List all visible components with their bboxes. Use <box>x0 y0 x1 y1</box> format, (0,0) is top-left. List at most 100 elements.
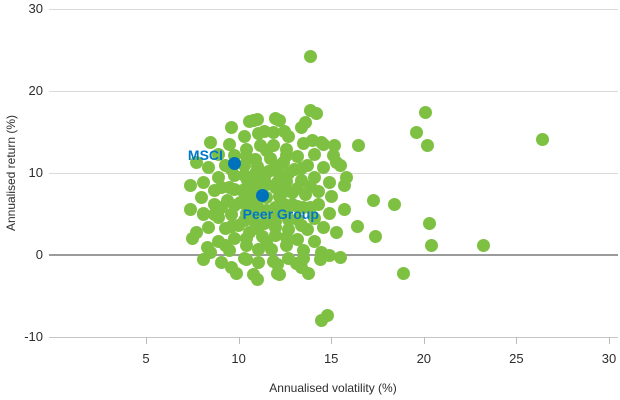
fund-dot <box>185 232 199 246</box>
peer-group-dot <box>256 188 270 202</box>
fund-dot <box>421 138 434 152</box>
fund-dot <box>243 114 257 128</box>
fund-dot <box>333 159 347 173</box>
fund-dot <box>219 238 233 252</box>
fund-dot <box>252 242 266 256</box>
fund-dot <box>228 232 242 246</box>
fund-dot <box>215 255 229 269</box>
fund-dot <box>317 221 331 235</box>
fund-dot <box>424 239 438 253</box>
gridline <box>49 336 618 338</box>
fund-dot <box>224 121 238 135</box>
x-tick-mark <box>331 337 333 344</box>
fund-dot <box>317 137 331 151</box>
x-tick-mark <box>238 337 240 344</box>
fund-dot <box>387 198 401 212</box>
fund-dot <box>195 191 209 205</box>
y-tick-label: 10 <box>28 165 43 180</box>
fund-dot <box>280 239 294 253</box>
fund-dot <box>183 203 197 217</box>
x-tick-mark <box>609 337 610 344</box>
x-tick-mark <box>516 337 518 344</box>
fund-dot <box>308 211 322 225</box>
x-tick-label: 5 <box>142 351 150 366</box>
fund-dot <box>280 142 294 156</box>
fund-dot <box>322 175 336 189</box>
y-axis-title: Annualised return (%) <box>4 114 18 232</box>
fund-dot <box>476 238 490 252</box>
fund-dot <box>300 159 314 173</box>
x-tick-label: 15 <box>323 351 339 366</box>
gridline <box>49 172 618 174</box>
fund-dot <box>291 232 305 246</box>
fund-dot <box>337 203 351 217</box>
gridline <box>49 90 618 92</box>
msci-label: MSCI <box>187 146 223 163</box>
fund-dot <box>278 124 292 138</box>
x-tick-label: 20 <box>416 351 432 366</box>
fund-dot <box>367 193 381 207</box>
fund-dot <box>267 139 281 153</box>
gridline <box>49 8 618 10</box>
fund-dot <box>333 250 347 264</box>
fund-dot <box>208 208 222 222</box>
fund-dot <box>350 219 364 233</box>
fund-dot <box>208 197 222 211</box>
fund-dot <box>409 125 423 139</box>
fund-dot <box>269 228 283 242</box>
fund-dot <box>308 147 322 161</box>
fund-dot <box>311 198 325 212</box>
fund-dot <box>250 273 264 287</box>
fund-dot <box>237 130 251 144</box>
fund-dot <box>298 115 312 129</box>
y-tick-label: 20 <box>28 83 43 98</box>
x-tick-label: 10 <box>231 351 246 366</box>
fund-dot <box>313 253 327 267</box>
fund-dot <box>317 160 331 174</box>
y-tick-label: -10 <box>24 329 43 344</box>
x-axis-title: Annualised volatility (%) <box>269 381 397 395</box>
fund-dot <box>300 223 314 237</box>
fund-dot <box>352 139 366 153</box>
fund-dot <box>183 178 197 192</box>
fund-dot <box>311 184 325 198</box>
fund-dot <box>369 230 383 244</box>
fund-dot <box>330 226 344 240</box>
fund-dot <box>326 149 340 163</box>
fund-dot <box>211 147 225 161</box>
fund-dot <box>239 252 253 266</box>
fund-dot <box>269 111 283 125</box>
fund-dot <box>270 258 284 272</box>
fund-dot <box>265 242 279 256</box>
fund-dot <box>324 190 338 204</box>
fund-dot <box>291 150 305 164</box>
fund-dot <box>302 267 316 281</box>
fund-dot <box>308 234 322 248</box>
x-tick-label: 25 <box>509 351 524 366</box>
fund-dot <box>237 168 251 182</box>
fund-dot <box>222 137 236 151</box>
fund-dot <box>339 171 353 185</box>
fund-dot <box>258 124 272 138</box>
fund-dot <box>239 142 253 156</box>
fund-dot <box>254 139 268 153</box>
fund-dot <box>422 216 436 230</box>
fund-dot <box>196 175 210 189</box>
fund-dot <box>322 206 336 220</box>
fund-dot <box>200 241 214 255</box>
fund-dot <box>204 136 218 150</box>
fund-dot <box>306 133 320 147</box>
fund-dot <box>211 170 225 184</box>
fund-dot <box>230 266 244 280</box>
fund-dot <box>224 207 238 221</box>
fund-dot <box>328 138 342 152</box>
peer-group-label: Peer Group <box>242 206 319 223</box>
fund-dot <box>419 105 433 119</box>
fund-dot <box>219 222 233 236</box>
fund-dot <box>304 104 318 118</box>
fund-dot <box>202 160 216 174</box>
fund-dot <box>252 255 266 269</box>
y-tick-label: 30 <box>28 1 43 16</box>
fund-dot <box>196 207 210 221</box>
